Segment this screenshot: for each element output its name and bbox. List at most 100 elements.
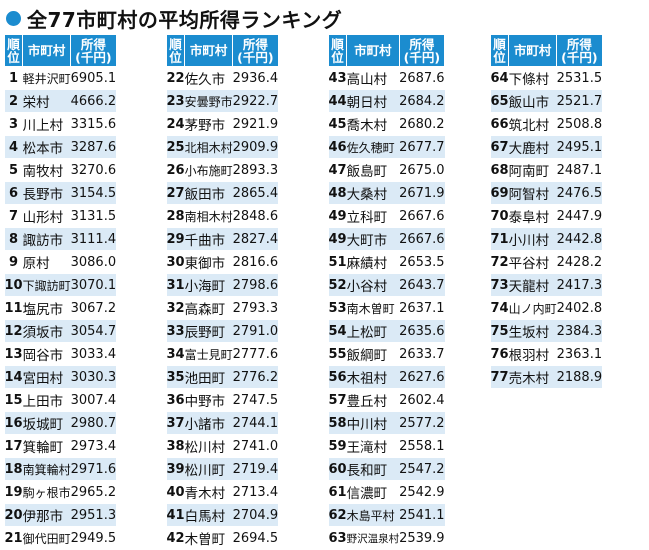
table-row: 32 高森町 2793.3 xyxy=(166,296,279,320)
income-cell: 2971.6 xyxy=(70,457,117,481)
rank-cell: 15 xyxy=(4,388,23,412)
income-cell: 2949.5 xyxy=(70,526,117,550)
income-cell: 2363.1 xyxy=(556,342,603,366)
table-row: 16 坂城町 2980.7 xyxy=(4,411,117,435)
income-cell: 2627.6 xyxy=(399,365,445,389)
rank-cell: 19 xyxy=(4,480,23,504)
rank-cell: 71 xyxy=(490,227,509,251)
table-row: 39 松川町 2719.4 xyxy=(166,457,279,481)
page-title: 全77市町村の平均所得ランキング xyxy=(27,7,343,32)
table-row: 53 南木曽町 2637.1 xyxy=(328,296,445,320)
municipality-cell: 川上村 xyxy=(22,112,71,136)
header-row: 順位 市町村 所得 (千円) xyxy=(327,34,446,67)
rank-cell: 29 xyxy=(166,227,185,251)
table-row: 64 下條村 2531.5 xyxy=(490,66,603,90)
municipality-cell: 諏訪市 xyxy=(22,227,71,251)
rank-cell: 57 xyxy=(328,388,347,412)
municipality-cell: 信濃町 xyxy=(346,480,400,504)
table-row: 46 佐久穂町 2677.7 xyxy=(328,135,445,159)
municipality-cell: 宮田村 xyxy=(22,365,71,389)
table-row: 4 松本市 3287.6 xyxy=(4,135,117,159)
table-row: 37 小諸市 2744.1 xyxy=(166,411,279,435)
rank-cell: 48 xyxy=(328,181,347,205)
income-cell: 2643.7 xyxy=(399,273,445,297)
income-cell: 2495.1 xyxy=(556,135,603,159)
rank-cell: 23 xyxy=(166,89,185,113)
municipality-cell: 松川町 xyxy=(184,457,233,481)
income-cell: 2539.9 xyxy=(399,526,445,550)
municipality-cell: 天龍村 xyxy=(508,273,557,297)
table-row: 68 阿南町 2487.1 xyxy=(490,158,603,182)
income-cell: 3030.3 xyxy=(70,365,117,389)
income-header: 所得 (千円) xyxy=(398,34,446,67)
table-row: 21 御代田町 2949.5 xyxy=(4,526,117,550)
municipality-cell: 生坂村 xyxy=(508,319,557,343)
rank-cell: 4 xyxy=(4,135,23,159)
income-cell: 3054.7 xyxy=(70,319,117,343)
table-row: 7 山形村 3131.5 xyxy=(4,204,117,228)
municipality-cell: 箕輪町 xyxy=(22,434,71,458)
rank-cell: 26 xyxy=(166,158,185,182)
table-row: 14 宮田村 3030.3 xyxy=(4,365,117,389)
municipality-cell: 下條村 xyxy=(508,66,557,90)
rank-cell: 2 xyxy=(4,89,23,113)
name-header: 市町村 xyxy=(184,34,234,67)
rank-header: 順位 xyxy=(489,34,510,67)
income-cell: 2531.5 xyxy=(556,66,603,90)
table-row: 49 立科町 2667.6 xyxy=(328,204,445,228)
rank-cell: 66 xyxy=(490,112,509,136)
municipality-cell: 朝日村 xyxy=(346,89,400,113)
rank-cell: 62 xyxy=(328,503,347,527)
income-cell: 2936.4 xyxy=(232,66,279,90)
rank-cell: 18 xyxy=(4,457,23,481)
table-row: 56 木祖村 2627.6 xyxy=(328,365,445,389)
municipality-cell: 南相木村 xyxy=(184,204,233,228)
income-cell: 2637.1 xyxy=(399,296,445,320)
municipality-cell: 南箕輪村 xyxy=(22,457,71,481)
table-row: 70 泰阜村 2447.9 xyxy=(490,204,603,228)
rank-cell: 20 xyxy=(4,503,23,527)
income-cell: 2521.7 xyxy=(556,89,603,113)
table-row: 11 塩尻市 3067.2 xyxy=(4,296,117,320)
income-cell: 2667.6 xyxy=(399,204,445,228)
municipality-cell: 南木曽町 xyxy=(346,296,400,320)
income-header: 所得 (千円) xyxy=(556,34,603,67)
table-row: 10 下諏訪町 3070.1 xyxy=(4,273,117,297)
table-row: 2 栄村 4666.2 xyxy=(4,89,117,113)
municipality-cell: 中川村 xyxy=(346,411,400,435)
income-cell: 2653.5 xyxy=(399,250,445,274)
municipality-cell: 大町市 xyxy=(346,227,400,251)
table-row: 35 池田町 2776.2 xyxy=(166,365,279,389)
municipality-cell: 長和町 xyxy=(346,457,400,481)
rank-cell: 14 xyxy=(4,365,23,389)
table-row: 1 軽井沢町 6905.1 xyxy=(4,66,117,90)
municipality-cell: 須坂市 xyxy=(22,319,71,343)
municipality-cell: 小川村 xyxy=(508,227,557,251)
rank-cell: 64 xyxy=(490,66,509,90)
municipality-cell: 野沢温泉村 xyxy=(346,526,400,550)
municipality-cell: 原村 xyxy=(22,250,71,274)
table-row: 43 高山村 2687.6 xyxy=(328,66,445,90)
income-cell: 4666.2 xyxy=(70,89,117,113)
municipality-cell: 池田町 xyxy=(184,365,233,389)
table-row: 17 箕輪町 2973.4 xyxy=(4,434,117,458)
table-row: 13 岡谷市 3033.4 xyxy=(4,342,117,366)
municipality-cell: 岡谷市 xyxy=(22,342,71,366)
ranking-table: 順位 市町村 所得 (千円) 22 佐久市 2936.4 23 安曇野市 2922.7 24 茅野市 2… xyxy=(165,34,279,550)
table-row: 73 天龍村 2417.3 xyxy=(490,273,603,297)
income-cell: 3086.0 xyxy=(70,250,117,274)
municipality-cell: 安曇野市 xyxy=(184,89,233,113)
income-cell: 2633.7 xyxy=(399,342,445,366)
income-cell: 2791.0 xyxy=(232,319,279,343)
table-row: 63 野沢温泉村 2539.9 xyxy=(328,526,445,550)
rank-cell: 65 xyxy=(490,89,509,113)
income-cell: 2776.2 xyxy=(232,365,279,389)
table-row: 30 東御市 2816.6 xyxy=(166,250,279,274)
rank-cell: 37 xyxy=(166,411,185,435)
table-row: 60 長和町 2547.2 xyxy=(328,457,445,481)
table-row: 61 信濃町 2542.9 xyxy=(328,480,445,504)
ranking-table: 順位 市町村 所得 (千円) 1 軽井沢町 6905.1 2 栄村 4666.2 3 川上村 3315.… xyxy=(3,34,117,550)
municipality-cell: 青木村 xyxy=(184,480,233,504)
income-cell: 2602.4 xyxy=(399,388,445,412)
income-cell: 2447.9 xyxy=(556,204,603,228)
